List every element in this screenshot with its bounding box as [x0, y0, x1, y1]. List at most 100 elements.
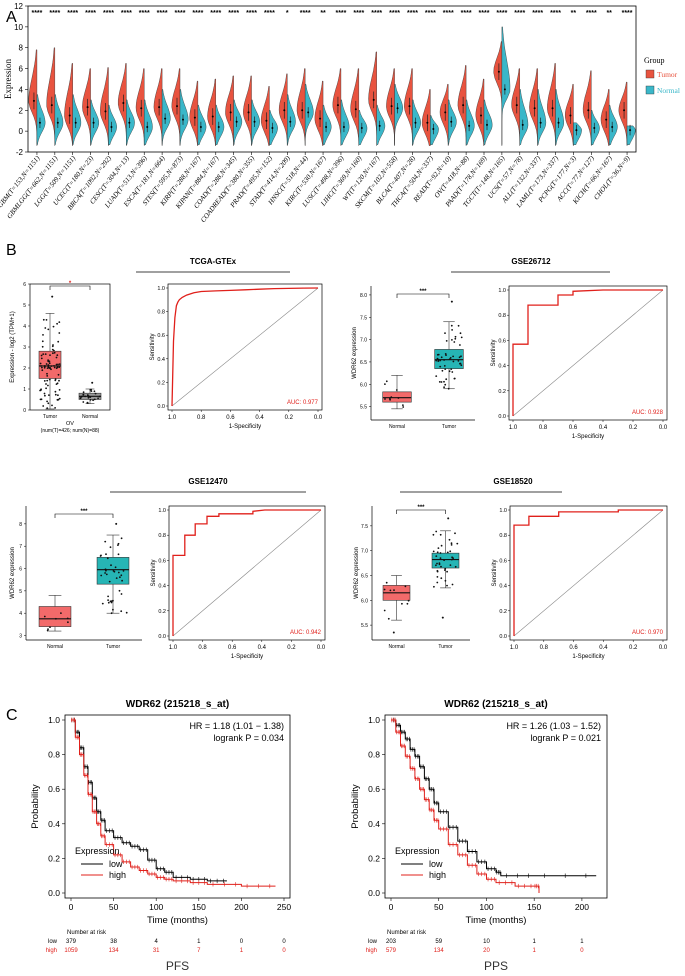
gse18520-boxplot: 5.5 6.0 6.5 7.0 7.5 WDR62 expression Normal Tum…: [354, 505, 470, 650]
violin-tumor-median: [283, 109, 286, 112]
box-data-point: [48, 360, 51, 363]
cohort-title: TCGA-GTEx: [190, 257, 237, 266]
violin-significance: ****: [407, 10, 418, 17]
box-data-point: [47, 628, 49, 631]
violin-y-tick-label: -2: [16, 148, 24, 157]
box-data-point: [433, 585, 435, 588]
violin-significance: ****: [479, 10, 490, 17]
km-curve-low: [71, 719, 227, 882]
box-data-point: [45, 363, 48, 365]
box-data-point: [53, 365, 55, 367]
box-data-point: [456, 542, 459, 545]
violin-significance: ****: [443, 10, 454, 17]
violin-normal-median: [432, 128, 435, 131]
violin-significance: ****: [85, 10, 96, 17]
violin-normal-median: [342, 125, 345, 128]
box-data-point: [58, 366, 61, 369]
box-data-point: [436, 353, 439, 356]
box-data-point: [93, 390, 96, 393]
box-y-tick-label: 2: [23, 366, 26, 372]
violin-significance: ****: [389, 10, 400, 17]
violin-normal-median: [199, 125, 202, 128]
box-data-point: [51, 345, 54, 348]
box-significance-bracket: [396, 509, 446, 514]
box-data-point: [100, 574, 103, 577]
violin-significance: ****: [157, 10, 168, 17]
violin-tumor-half: [243, 75, 252, 147]
box-data-point: [45, 319, 48, 321]
km-y-tick-label: 0.4: [368, 819, 380, 829]
violin-tumor-half: [171, 68, 181, 146]
roc-y-tick-label: 1.0: [498, 288, 506, 294]
box-data-point: [57, 363, 59, 366]
roc-y-axis-label: Sensitivity: [491, 339, 497, 366]
box-data-point: [460, 336, 463, 339]
box-data-point: [42, 353, 45, 355]
violin-tumor-median: [408, 105, 411, 108]
box-data-point: [41, 345, 44, 348]
km-risk-count: 4: [155, 939, 159, 945]
roc-x-tick-label: 0.8: [198, 645, 207, 651]
violin-significance: ****: [496, 10, 507, 17]
violin-tumor-half: [600, 89, 610, 146]
km-footer-label: PPS: [484, 959, 508, 973]
box-data-point: [440, 356, 443, 359]
box-data-point: [58, 321, 61, 323]
box-data-point: [55, 363, 58, 366]
box-data-point: [52, 352, 54, 355]
km-pps-plot: WDR62 (215218_s_at)0 50 100 150 2000.00.20.4…: [350, 699, 608, 973]
violin-significance: ****: [31, 10, 42, 17]
violin-tumor-median: [551, 107, 554, 110]
km-risk-count: 0: [282, 948, 286, 954]
box-data-point: [436, 581, 439, 584]
km-x-tick-label: 200: [234, 902, 248, 912]
box-data-point: [46, 379, 49, 382]
violin-tumor-median: [140, 107, 143, 110]
roc-auc-label: AUC: 0.977: [287, 400, 319, 406]
km-risk-count: 0: [240, 939, 244, 945]
violin-y-tick-label: 6: [19, 65, 24, 74]
cohort-title: GSE26712: [511, 257, 551, 266]
box-data-point: [443, 380, 445, 383]
violin-tumor-half: [135, 68, 145, 147]
roc-x-tick-label: 1.0: [510, 645, 519, 651]
roc-y-tick-label: 0.0: [158, 634, 166, 640]
violin-y-tick-label: 8: [19, 44, 24, 53]
violin-normal-half: [304, 83, 314, 145]
roc-x-tick-label: 0.6: [569, 425, 578, 431]
box-data-point: [43, 365, 46, 368]
km-y-tick-label: 0.6: [48, 784, 60, 794]
km-x-tick-label: 200: [575, 902, 589, 912]
violin-significance: ****: [353, 10, 364, 17]
violin-tumor-median: [390, 105, 393, 108]
box-data-point: [454, 337, 457, 340]
box-data-point: [41, 366, 43, 369]
cohort-title: GSE18520: [493, 477, 533, 486]
box-data-point: [445, 340, 448, 342]
box-data-point: [384, 383, 386, 385]
violin-normal-median: [217, 125, 220, 128]
violin-normal-median: [575, 129, 578, 132]
box-data-point: [440, 544, 443, 547]
box-data-point: [443, 365, 446, 367]
violin-tumor-half: [100, 67, 109, 147]
roc-x-axis-label: 1-Specificity: [572, 434, 604, 440]
box-data-point: [389, 589, 392, 592]
box-data-point: [57, 373, 60, 376]
roc-x-tick-label: 0.4: [258, 645, 267, 651]
km-risk-count: 1: [240, 948, 244, 954]
box-data-point: [89, 399, 92, 401]
box-data-point: [120, 610, 123, 613]
roc-frame: [168, 505, 326, 641]
violin-normal-median: [92, 121, 95, 124]
km-curve-low: [391, 719, 597, 877]
box-data-point: [393, 589, 395, 591]
violin-significance: ****: [139, 10, 150, 17]
box-y-tick-label: 6: [23, 282, 26, 288]
box-data-point: [41, 340, 44, 343]
km-x-tick-label: 150: [192, 902, 206, 912]
box-data-point: [52, 325, 55, 328]
roc-frame: [508, 285, 668, 421]
km-x-tick-label: 50: [109, 902, 119, 912]
violin-normal-half: [197, 104, 207, 145]
